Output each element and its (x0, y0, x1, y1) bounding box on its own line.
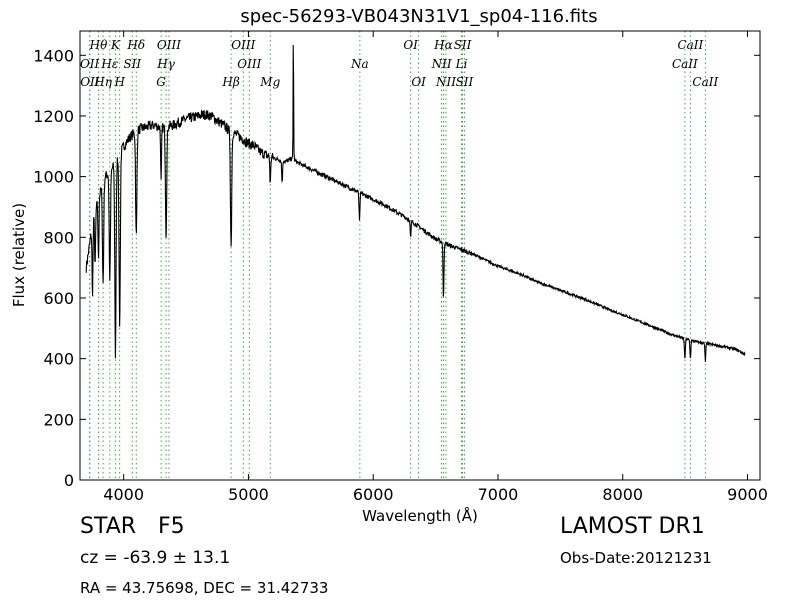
line-marker-label: Hδ (126, 38, 145, 52)
plot-frame (79, 30, 761, 481)
y-tick-label: 1400 (33, 46, 74, 65)
redshift-value: cz = -63.9 ± 13.1 (80, 548, 231, 568)
line-marker-label: OIII (237, 57, 261, 71)
y-axis-label: Flux (relative) (10, 203, 28, 307)
object-class: STAR (80, 514, 137, 539)
y-tick-label: 1200 (33, 107, 74, 126)
line-marker-label: OI (411, 75, 426, 89)
line-marker-label: SII (123, 57, 141, 71)
line-marker-label: Na (350, 57, 369, 71)
chart-title: spec-56293-VB043N31V1_sp04-116.fits (240, 6, 597, 27)
line-markers (89, 31, 706, 480)
line-marker-label: Hα (433, 38, 453, 52)
x-tick-label: 9000 (727, 485, 768, 504)
line-marker-label: Hε (100, 57, 118, 71)
x-tick-label: 8000 (602, 485, 643, 504)
x-tick-label: 5000 (228, 485, 269, 504)
line-marker-label: SII (454, 38, 472, 52)
x-axis-ticks: 4000 5000 6000 7000 8000 9000 (103, 31, 768, 504)
y-tick-label: 800 (43, 228, 74, 247)
line-marker-label: Hθ (89, 38, 108, 52)
survey-name: LAMOST DR1 (560, 514, 705, 539)
line-marker-label: H (113, 75, 125, 89)
line-marker-label: G (156, 75, 166, 89)
y-tick-label: 1000 (33, 168, 74, 187)
x-tick-label: 7000 (478, 485, 519, 504)
coordinates: RA = 43.75698, DEC = 31.42733 (80, 579, 329, 597)
line-marker-label: OII (80, 57, 100, 71)
x-axis-label: Wavelength (Å) (362, 506, 478, 525)
line-marker-label: CaII (692, 75, 718, 89)
line-marker-label: Mg (259, 75, 280, 89)
line-marker-label: Hη (93, 75, 112, 89)
line-marker-label: CaII (677, 38, 703, 52)
line-marker-label: OIII (157, 38, 181, 52)
line-marker-label: Li (455, 57, 468, 71)
y-tick-label: 400 (43, 350, 74, 369)
spectrum-line (85, 44, 746, 362)
y-axis-ticks: 0 200 400 600 800 1000 1200 1400 (33, 46, 760, 490)
line-marker-label: SII (456, 75, 474, 89)
line-marker-label: NII (431, 57, 452, 71)
y-tick-label: 200 (43, 410, 74, 429)
subclass: F5 (158, 514, 185, 539)
line-marker-label: CaII (672, 57, 698, 71)
x-tick-label: 4000 (103, 485, 144, 504)
y-tick-label: 0 (64, 471, 74, 490)
line-marker-label: Hβ (221, 75, 239, 89)
line-marker-label: K (110, 38, 121, 52)
x-tick-label: 6000 (353, 485, 394, 504)
y-tick-label: 600 (43, 289, 74, 308)
line-marker-label: OIII (231, 38, 255, 52)
line-marker-label: OII (80, 75, 100, 89)
obs-date: Obs-Date:20121231 (560, 549, 712, 567)
line-marker-label: Hγ (156, 57, 175, 71)
line-marker-label: NII (435, 75, 456, 89)
line-marker-label: OI (403, 38, 418, 52)
